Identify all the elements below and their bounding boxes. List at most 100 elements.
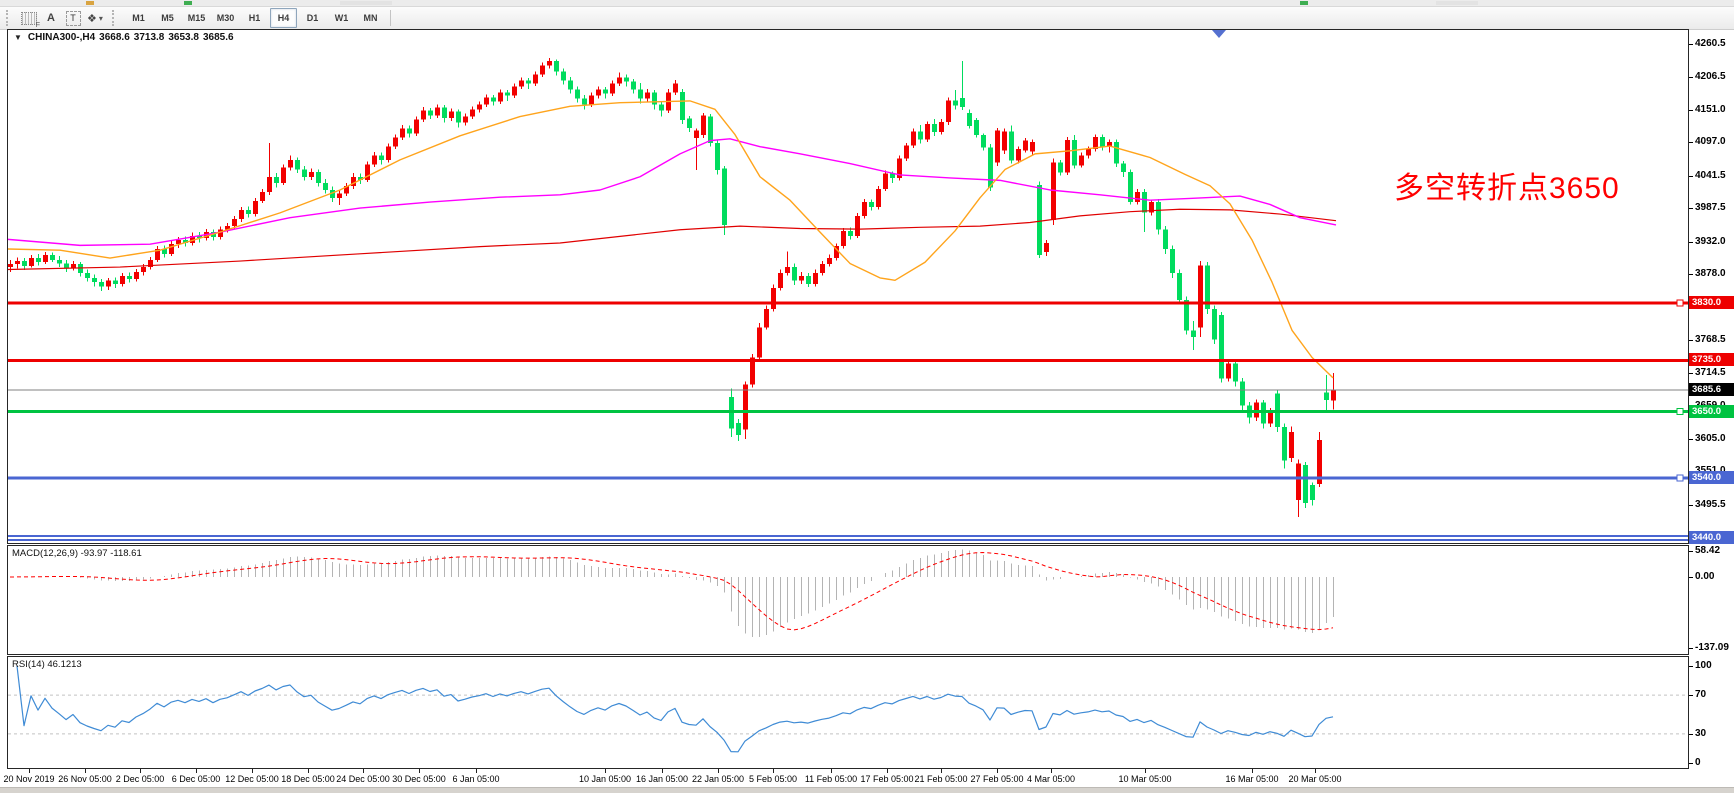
rsi-tick-label: 100	[1695, 660, 1712, 671]
price-tick-label: 3605.0	[1695, 433, 1726, 444]
price-level-badge[interactable]: 3650.0	[1689, 405, 1734, 418]
price-chart-pane[interactable]	[7, 29, 1689, 544]
line-drag-handle	[1676, 299, 1684, 307]
timeframe-m15-button[interactable]: M15	[187, 13, 206, 23]
time-tick	[252, 769, 253, 773]
price-tick-label: 3987.5	[1695, 202, 1726, 213]
price-tick	[1689, 176, 1693, 177]
price-chart[interactable]	[8, 30, 1688, 543]
time-tick	[662, 769, 663, 773]
timeframe-h1-button[interactable]: H1	[248, 13, 261, 23]
time-tick-label: 2 Dec 05:00	[115, 774, 165, 784]
text-label-icon[interactable]: T	[63, 9, 83, 27]
price-tick	[1689, 44, 1693, 45]
macd-tick	[1689, 551, 1693, 552]
symbol-label: CHINA300-,H4	[27, 32, 96, 43]
macd-tick	[1689, 577, 1693, 578]
toolbar-grip[interactable]	[112, 10, 120, 26]
toolbar-grip[interactable]	[6, 10, 14, 26]
price-level-badge[interactable]: 3440.0	[1689, 531, 1734, 544]
rsi-tick	[1689, 666, 1693, 667]
price-tick-label: 3932.0	[1695, 236, 1726, 247]
price-tick	[1689, 110, 1693, 111]
time-tick	[1051, 769, 1052, 773]
macd-chart[interactable]	[8, 546, 1688, 654]
price-level-badge[interactable]: 3830.0	[1689, 296, 1734, 309]
time-tick-label: 20 Mar 05:00	[1288, 774, 1342, 784]
high-value: 3713.8	[133, 32, 165, 43]
open-value: 3668.6	[99, 32, 130, 43]
chart-symbol-title: ▼ CHINA300-,H4 3668.6 3713.8 3653.8 3685.6	[14, 32, 238, 43]
macd-tick-label: 58.42	[1695, 545, 1721, 556]
macd-tick-label: -137.09	[1695, 642, 1729, 653]
price-tick-label: 4097.0	[1695, 136, 1726, 147]
rsi-tick	[1689, 763, 1693, 764]
price-tick	[1689, 208, 1693, 209]
chart-shift-marker-icon[interactable]	[1212, 30, 1226, 38]
chart-grid-f-icon[interactable]: F	[19, 9, 40, 29]
price-tick-label: 3878.0	[1695, 268, 1726, 279]
time-tick-label: 6 Dec 05:00	[171, 774, 221, 784]
time-tick-label: 17 Feb 05:00	[860, 774, 914, 784]
price-tick-label: 3768.5	[1695, 334, 1726, 345]
rsi-tick	[1689, 695, 1693, 697]
close-value: 3685.6	[202, 32, 234, 43]
macd-tick	[1689, 648, 1693, 649]
drawing-tools-icon[interactable]: ❖ ▾	[85, 9, 105, 27]
time-tick	[997, 769, 998, 773]
price-tick	[1689, 274, 1693, 275]
symbol-dropdown-icon[interactable]: ▼	[14, 33, 22, 42]
font-icon-glyph: A	[47, 12, 55, 24]
timeframe-d1-button[interactable]: D1	[306, 13, 319, 23]
timeframe-m5-button[interactable]: M5	[161, 13, 174, 23]
price-tick	[1689, 373, 1693, 374]
time-tick	[887, 769, 888, 773]
macd-histogram	[17, 549, 1334, 638]
price-tick-label: 3714.5	[1695, 367, 1726, 378]
time-tick	[196, 769, 197, 773]
line-drag-handle	[1676, 474, 1684, 482]
cropped-icon	[86, 1, 94, 5]
chart-annotation-text[interactable]: 多空转折点3650	[1394, 172, 1620, 205]
font-icon[interactable]: A	[41, 9, 61, 27]
timeframe-h4-button[interactable]: H4	[270, 8, 297, 28]
macd-pane[interactable]	[7, 545, 1689, 655]
rsi-tick-label: 0	[1695, 757, 1701, 768]
timeframe-m30-button[interactable]: M30	[216, 13, 235, 23]
chart-toolbar: F A T ❖ ▾ M1 M5 M15 M30 H1 H4 D1 W1 MN	[0, 7, 1734, 30]
toolbar-separator	[390, 10, 391, 26]
moving-averages-layer	[8, 100, 1337, 379]
price-tick	[1689, 77, 1693, 78]
time-tick-label: 24 Dec 05:00	[336, 774, 390, 784]
rsi-pane[interactable]	[7, 656, 1689, 769]
price-level-badge[interactable]: 3735.0	[1689, 353, 1734, 366]
time-tick	[29, 769, 30, 773]
time-tick-label: 12 Dec 05:00	[225, 774, 279, 784]
price-tick	[1689, 142, 1693, 143]
time-tick-label: 5 Feb 05:00	[748, 774, 798, 784]
time-tick-label: 30 Dec 05:00	[392, 774, 446, 784]
time-tick	[476, 769, 477, 773]
rsi-chart[interactable]	[8, 657, 1688, 768]
time-tick	[85, 769, 86, 773]
time-tick-label: 4 Mar 05:00	[1026, 774, 1076, 784]
timeframe-w1-button[interactable]: W1	[334, 13, 349, 23]
rsi-indicator-label: RSI(14) 46.1213	[12, 659, 82, 670]
price-level-badge[interactable]: 3685.6	[1689, 383, 1734, 396]
timeframe-mn-button[interactable]: MN	[363, 13, 378, 23]
timeframe-m1-button[interactable]: M1	[132, 13, 145, 23]
time-tick	[605, 769, 606, 773]
time-axis[interactable]: 20 Nov 2019 26 Nov 05:00 2 Dec 05:00 6 Dec …	[0, 769, 1734, 787]
price-axis[interactable]: 4260.5 4206.5 4151.0 4097.0 4041.5 3987.5 3932…	[1689, 29, 1734, 769]
price-level-badge[interactable]: 3540.0	[1689, 471, 1734, 484]
price-tick	[1689, 439, 1693, 440]
time-tick-label: 16 Jan 05:00	[635, 774, 689, 784]
time-tick-label: 10 Jan 05:00	[578, 774, 632, 784]
cropped-icon	[1300, 1, 1308, 5]
time-tick	[718, 769, 719, 773]
rsi-tick	[1689, 733, 1693, 735]
price-tick-label: 4206.5	[1695, 71, 1726, 82]
time-tick	[363, 769, 364, 773]
window-bottom-edge	[0, 787, 1734, 793]
